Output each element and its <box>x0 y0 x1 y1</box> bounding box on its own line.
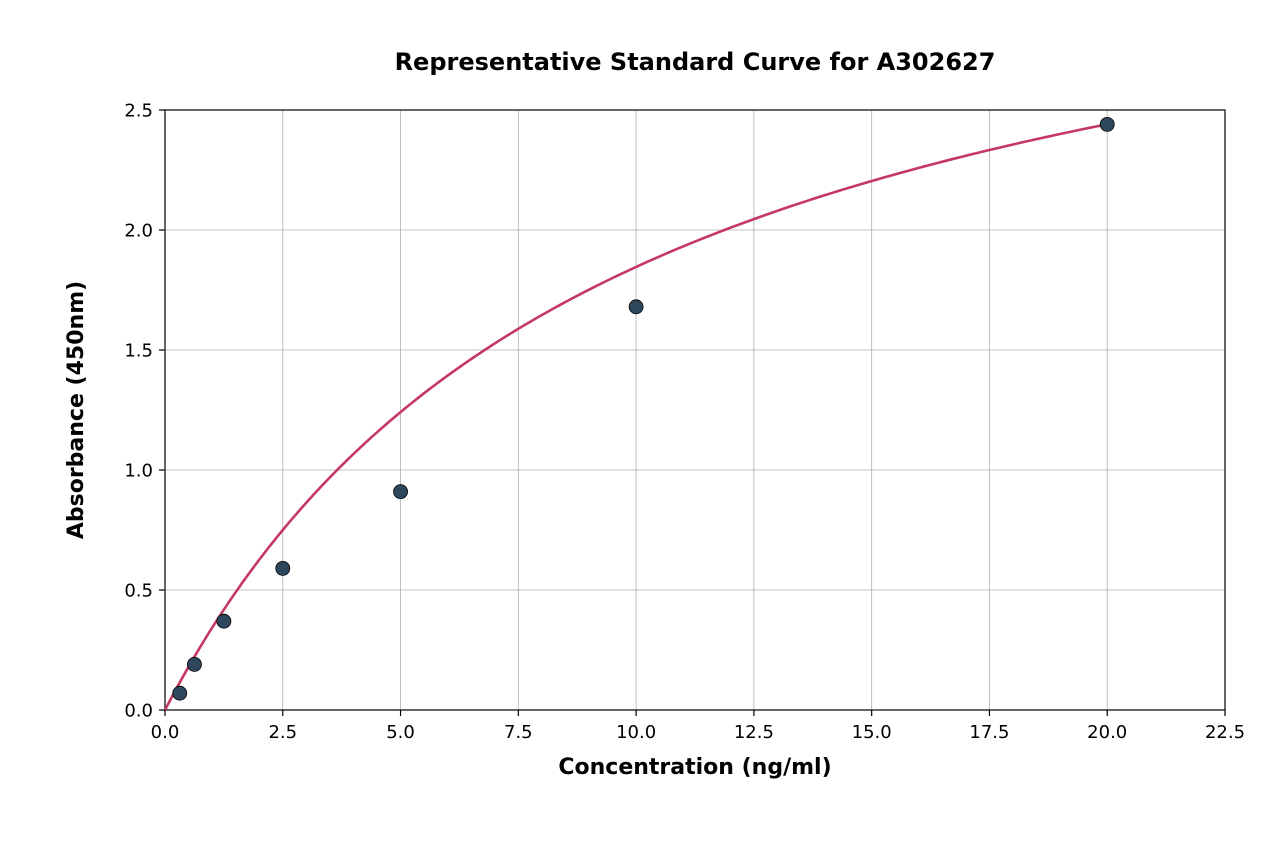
x-tick-label: 2.5 <box>268 722 297 743</box>
data-point <box>276 561 290 575</box>
y-tick-label: 2.5 <box>124 100 153 121</box>
x-tick-label: 15.0 <box>852 722 892 743</box>
x-tick-label: 12.5 <box>734 722 774 743</box>
x-tick-label: 10.0 <box>616 722 656 743</box>
data-point <box>1100 117 1114 131</box>
x-tick-label: 22.5 <box>1205 722 1245 743</box>
chart-svg: Representative Standard Curve for A30262… <box>0 0 1280 845</box>
y-tick-label: 2.0 <box>124 220 153 241</box>
x-tick-label: 17.5 <box>969 722 1009 743</box>
data-point <box>173 686 187 700</box>
x-tick-label: 0.0 <box>151 722 180 743</box>
x-tick-label: 7.5 <box>504 722 533 743</box>
y-tick-label: 1.5 <box>124 340 153 361</box>
chart-container: Representative Standard Curve for A30262… <box>0 0 1280 845</box>
x-tick-label: 20.0 <box>1087 722 1127 743</box>
data-point <box>629 300 643 314</box>
data-point <box>394 485 408 499</box>
y-tick-label: 0.5 <box>124 580 153 601</box>
x-axis-label: Concentration (ng/ml) <box>558 755 831 780</box>
x-tick-label: 5.0 <box>386 722 415 743</box>
chart-background <box>0 0 1280 845</box>
chart-title: Representative Standard Curve for A30262… <box>395 48 996 76</box>
data-point <box>187 657 201 671</box>
y-axis-label: Absorbance (450nm) <box>64 281 89 539</box>
y-tick-label: 1.0 <box>124 460 153 481</box>
data-point <box>217 614 231 628</box>
y-tick-label: 0.0 <box>124 700 153 721</box>
